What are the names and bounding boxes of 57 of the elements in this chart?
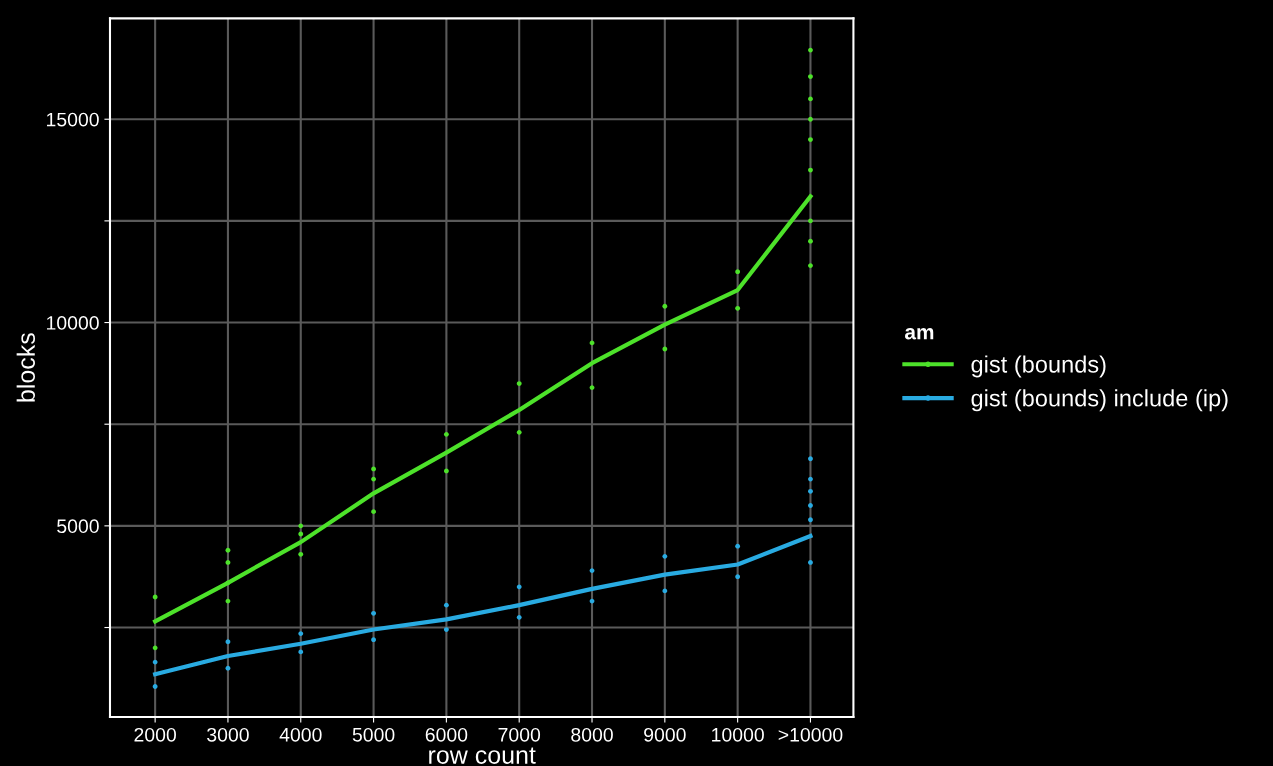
point: [298, 649, 304, 655]
point: [808, 218, 813, 224]
point: [371, 509, 376, 515]
point: [808, 456, 813, 462]
point: [808, 96, 813, 102]
point: [298, 631, 304, 637]
point: [225, 639, 231, 645]
x-tick-label: 8000: [571, 727, 613, 742]
point: [443, 431, 449, 437]
x-tick-label: 9000: [644, 727, 686, 742]
point: [808, 560, 813, 565]
x-tick-label: 4000: [279, 727, 322, 742]
x-tick-label: 6000: [425, 727, 468, 742]
point: [298, 531, 304, 537]
legend-label: gist (bounds): [971, 355, 1106, 378]
point: [516, 429, 522, 435]
point: [808, 263, 813, 269]
legend-label: gist (bounds) include (ip): [971, 389, 1228, 412]
point: [808, 517, 813, 523]
x-tick-label: >10000: [778, 727, 843, 742]
point: [662, 588, 668, 594]
point: [152, 684, 158, 689]
point: [225, 547, 231, 553]
point: [662, 303, 668, 309]
point: [443, 627, 449, 632]
point: [808, 503, 813, 508]
point: [516, 614, 522, 620]
point: [516, 584, 522, 590]
x-tick-label: 3000: [207, 727, 249, 742]
point: [443, 602, 449, 608]
x-tick-label: 5000: [352, 727, 395, 742]
x-axis-title: row count: [429, 747, 536, 764]
line-series: [153, 194, 813, 624]
x-tick-label: 7000: [498, 727, 541, 742]
point: [298, 523, 304, 529]
x-tick-label: 2000: [134, 727, 176, 742]
point: [735, 543, 741, 549]
x-tick-label: 10000: [712, 727, 764, 742]
point: [735, 269, 741, 275]
point: [298, 551, 304, 557]
legend-title: am: [905, 328, 934, 340]
y-tick-label: 10000: [46, 316, 99, 330]
line-series: [153, 533, 813, 677]
point: [808, 116, 813, 122]
point: [735, 574, 741, 580]
y-tick-label: 5000: [57, 519, 99, 534]
point: [808, 488, 813, 494]
y-tick-label: 15000: [46, 112, 99, 127]
point: [808, 238, 813, 244]
point: [662, 553, 668, 559]
point: [808, 137, 813, 142]
y-axis-title: blocks: [16, 333, 36, 402]
point: [808, 74, 813, 79]
point: [516, 381, 522, 386]
point: [371, 610, 376, 616]
point: [371, 637, 376, 643]
point: [735, 305, 741, 311]
